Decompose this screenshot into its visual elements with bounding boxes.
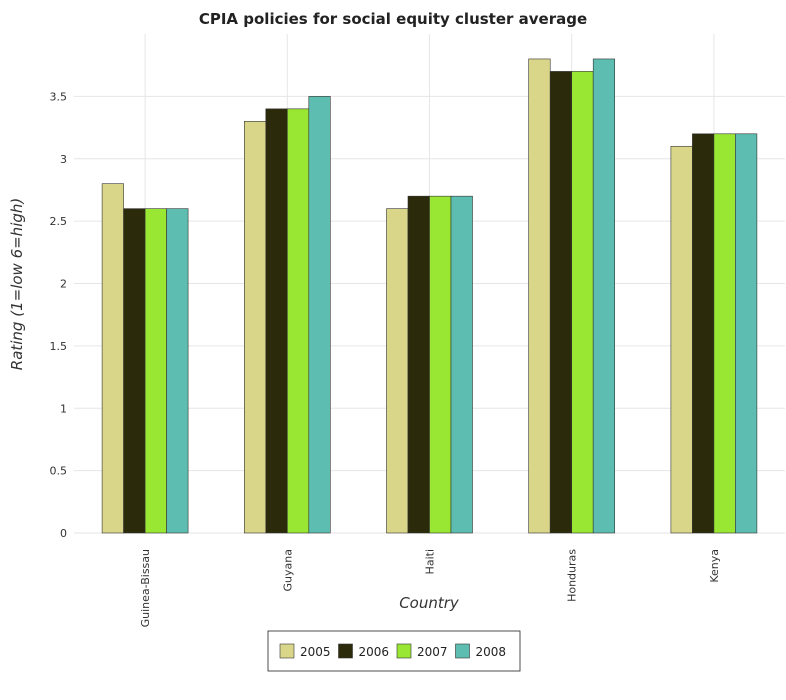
- chart-title: CPIA policies for social equity cluster …: [199, 10, 587, 28]
- legend: 2005 2006 2007 2008: [267, 630, 521, 672]
- bar-honduras-2006: [549, 71, 573, 534]
- x-tick-label: Haiti: [424, 549, 437, 574]
- axes: 0 0.5 1 1.5 2 2.5 3 3.5 Guinea-Bissau Guyana Haiti…: [50, 90, 721, 627]
- bar-haiti-2007: [429, 195, 452, 534]
- y-tick-label: 3: [60, 153, 67, 166]
- bar-kenya-2005: [670, 145, 693, 534]
- bar-kenya-2008: [735, 133, 758, 534]
- x-tick-label: Guyana: [281, 549, 294, 591]
- legend-label: 2005: [300, 645, 331, 659]
- bar-guinea-bissau-2008: [166, 208, 189, 534]
- legend-swatch: [396, 643, 412, 659]
- bar-kenya-2006: [692, 133, 715, 534]
- bar-haiti-2006: [407, 195, 430, 534]
- bar-guyana-2006: [265, 108, 288, 534]
- y-tick-label: 0: [60, 527, 67, 540]
- bar-honduras-2007: [571, 71, 594, 534]
- x-tick-label: Kenya: [708, 549, 721, 583]
- bars: [101, 58, 758, 534]
- y-tick-label: 3.5: [50, 90, 68, 103]
- bar-honduras-2005: [528, 58, 551, 534]
- x-tick-label: Guinea-Bissau: [139, 549, 152, 627]
- y-tick-label: 0.5: [50, 465, 68, 478]
- bar-guinea-bissau-2006: [123, 208, 146, 534]
- y-tick-label: 1: [60, 402, 67, 415]
- legend-swatch: [279, 643, 295, 659]
- legend-label: 2007: [417, 645, 448, 659]
- bar-honduras-2008: [592, 58, 616, 534]
- y-tick-label: 1.5: [50, 340, 68, 353]
- legend-label: 2006: [359, 645, 390, 659]
- legend-box: [267, 630, 521, 672]
- y-axis-label: Rating (1=low 6=high): [8, 198, 26, 370]
- bar-guinea-bissau-2005: [101, 183, 124, 534]
- bar-guinea-bissau-2007: [144, 208, 167, 534]
- y-tick-label: 2: [60, 278, 67, 291]
- legend-label: 2008: [476, 645, 507, 659]
- bar-haiti-2008: [450, 195, 473, 534]
- y-tick-label: 2.5: [50, 215, 68, 228]
- legend-swatch: [338, 643, 353, 659]
- x-axis-label: Country: [399, 594, 460, 612]
- bar-haiti-2005: [386, 208, 409, 534]
- bar-guyana-2008: [308, 96, 331, 534]
- x-tick-label: Honduras: [566, 549, 579, 602]
- bar-guyana-2007: [286, 108, 310, 534]
- bar-kenya-2007: [713, 133, 736, 534]
- legend-swatch: [455, 643, 470, 659]
- bar-guyana-2005: [244, 121, 267, 534]
